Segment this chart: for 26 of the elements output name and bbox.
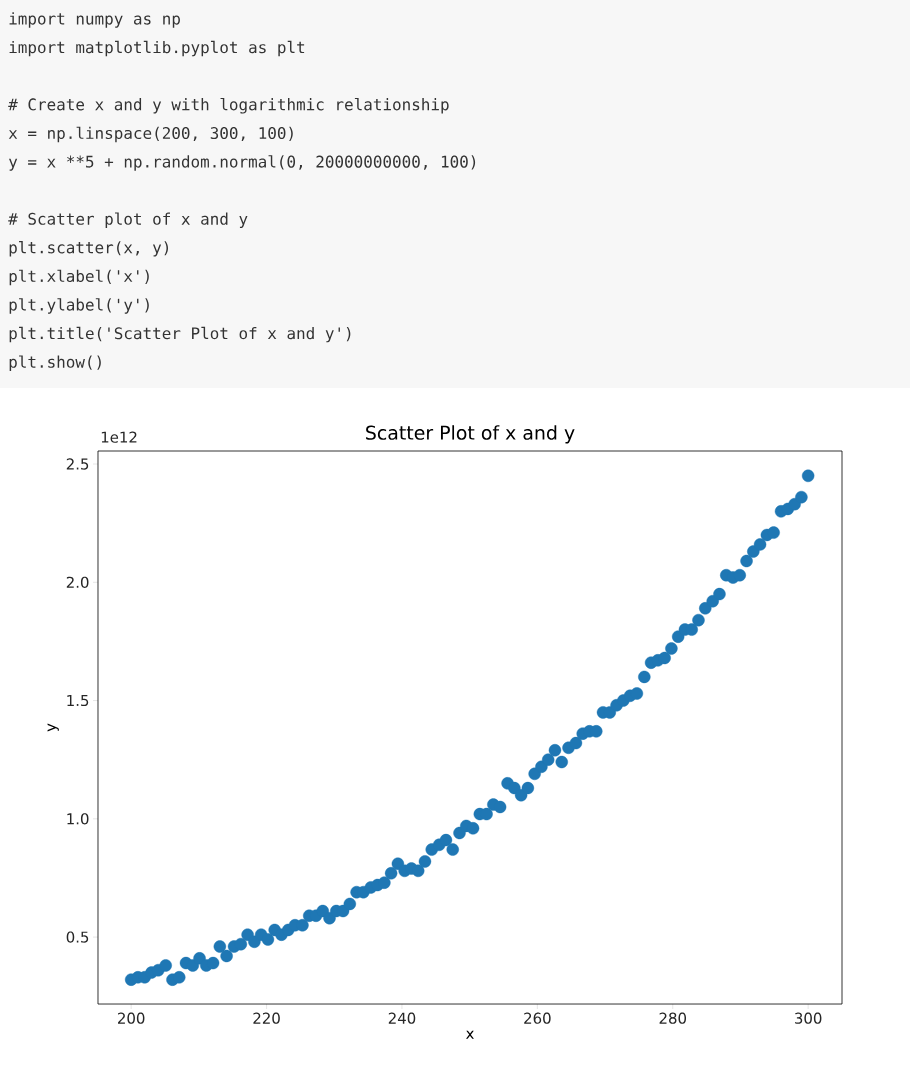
- x-tick-label: 240: [388, 1012, 416, 1024]
- y-tick-label: 1.0: [67, 813, 89, 825]
- y-axis-title: y: [47, 723, 59, 732]
- text: import numpy as np: [9, 12, 180, 28]
- text: plt.xlabel('x'): [9, 269, 149, 286]
- text: plt.title('Scatter Plot of x and y'): [9, 326, 351, 343]
- y-tick-label: 2.5: [66, 458, 89, 470]
- chart-title: Scatter Plot of x and y: [366, 425, 575, 444]
- x-tick-label: 200: [118, 1012, 145, 1024]
- y-tick-label: 1.5: [67, 695, 89, 707]
- text: # Scatter plot of x and y: [8, 212, 248, 228]
- x-tick-label: 260: [524, 1012, 551, 1024]
- x-tick-label: 280: [659, 1012, 687, 1024]
- text: y = x **5 + np.random.normal(0, 20000000000, 100): [9, 155, 476, 171]
- text: # Create x and y with logarithmic relationship: [8, 98, 449, 114]
- text: plt.show(): [9, 355, 101, 371]
- text: plt.ylabel('y'): [9, 298, 149, 314]
- x-tick-label: 300: [795, 1012, 822, 1024]
- x-axis-title: x: [466, 1030, 474, 1039]
- text: import matplotlib.pyplot as plt: [9, 40, 305, 57]
- text: x = np.linspace(200, 300, 100): [8, 126, 293, 143]
- text: 1e12: [101, 431, 137, 443]
- y-tick-label: 0.5: [66, 931, 89, 943]
- y-tick-label: 2.0: [66, 576, 89, 588]
- text: plt.scatter(x, y): [9, 241, 169, 257]
- x-tick-label: 220: [253, 1012, 280, 1024]
